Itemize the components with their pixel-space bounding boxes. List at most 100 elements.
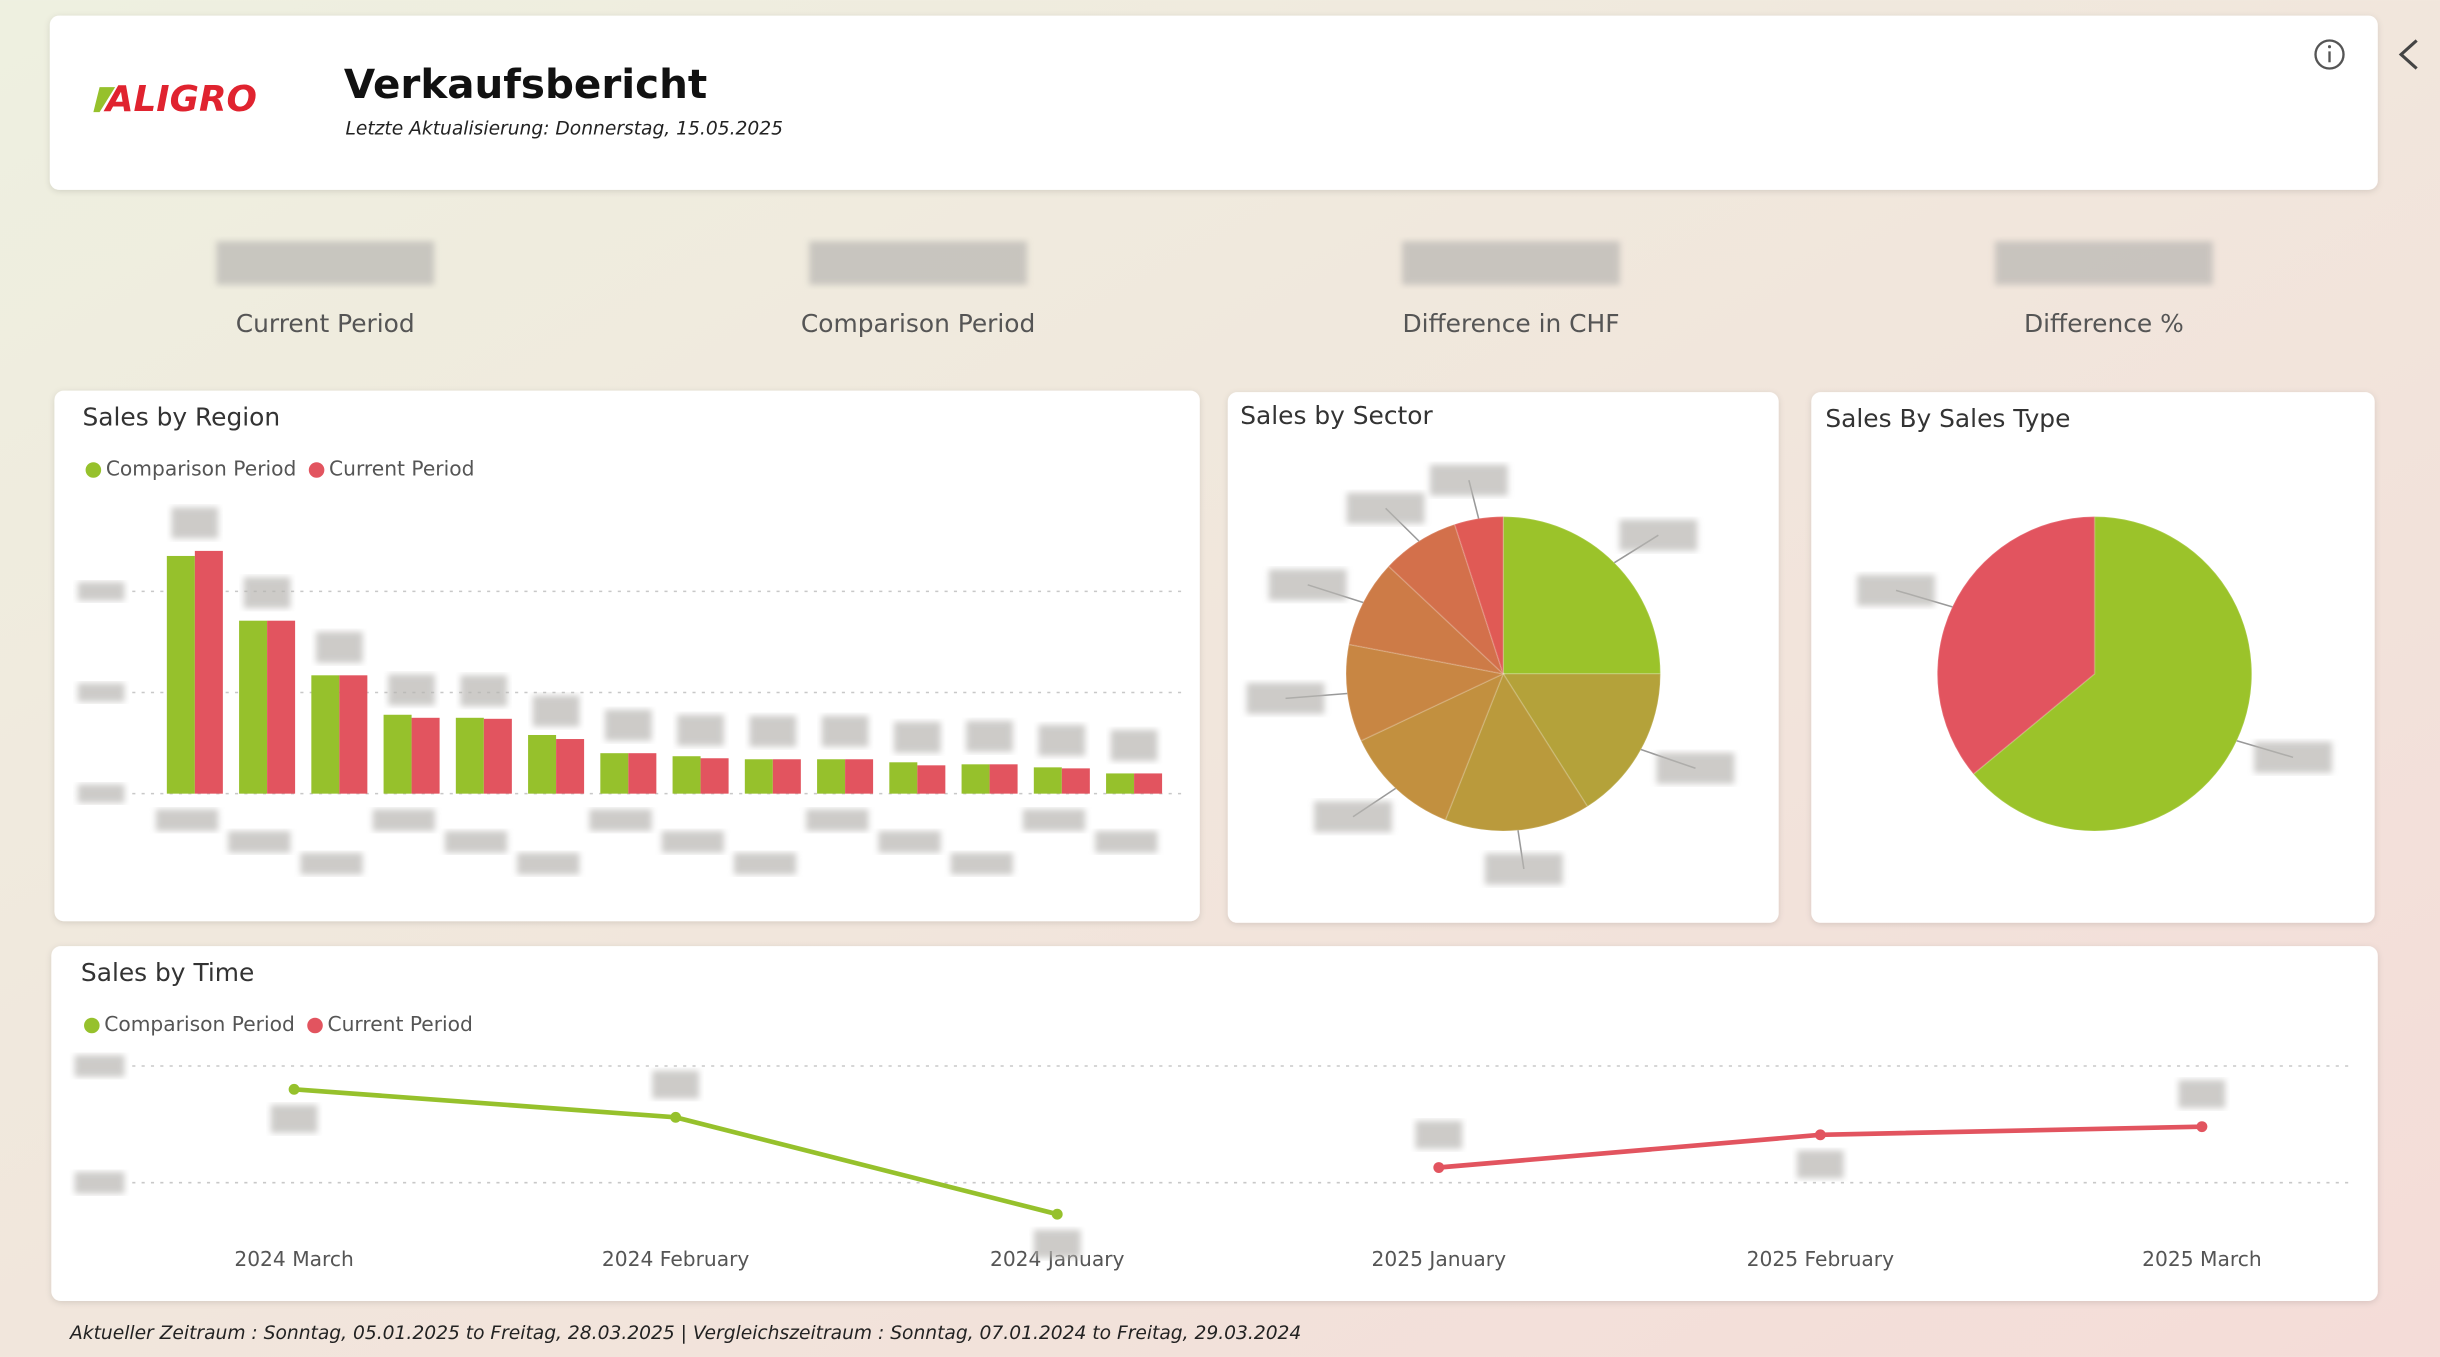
bar — [383, 714, 412, 794]
time-card — [51, 946, 2378, 1301]
redacted — [1619, 519, 1698, 551]
redacted — [243, 577, 291, 609]
bar — [600, 753, 629, 794]
x-tick-label: 2025 March — [2142, 1247, 2262, 1271]
bar — [1134, 773, 1163, 794]
redacted — [77, 683, 125, 702]
legend-label: Current Period — [329, 456, 474, 480]
bar — [845, 759, 874, 794]
redacted — [460, 675, 508, 707]
x-tick-label: 2024 February — [602, 1247, 750, 1271]
bar — [1033, 767, 1062, 794]
page-title: Verkaufsbericht — [344, 60, 707, 108]
redacted — [532, 695, 580, 727]
pie-slice — [1936, 515, 2096, 776]
legend-label: Comparison Period — [106, 456, 297, 480]
bar — [239, 620, 268, 794]
redacted — [661, 831, 724, 853]
redacted — [1110, 729, 1158, 761]
redacted — [300, 852, 363, 875]
kpi-label: Current Period — [236, 309, 415, 338]
bar — [889, 762, 918, 794]
info-button[interactable] — [2314, 39, 2345, 70]
logo: ALIGRO — [103, 79, 257, 120]
point — [1814, 1129, 1826, 1141]
x-tick-label: 2024 March — [234, 1247, 354, 1271]
redacted — [749, 715, 797, 747]
redacted — [2178, 1079, 2226, 1108]
redacted — [809, 241, 1028, 285]
bar — [411, 717, 440, 794]
redacted — [1484, 853, 1563, 885]
bar — [194, 550, 223, 794]
kpi-label: Comparison Period — [801, 309, 1035, 338]
point — [2196, 1121, 2208, 1133]
redacted — [517, 852, 580, 875]
redacted — [893, 721, 941, 753]
redacted — [2254, 741, 2332, 773]
redacted — [444, 831, 508, 853]
chart-title: Sales by Region — [82, 403, 280, 432]
legend-label: Current Period — [327, 1012, 472, 1036]
kpi-label: Difference in CHF — [1402, 309, 1619, 338]
bar — [166, 555, 195, 794]
redacted — [1402, 241, 1620, 285]
chart-title: Sales by Time — [81, 958, 254, 987]
redacted — [652, 1070, 700, 1099]
redacted — [878, 831, 941, 853]
x-tick-label: 2025 January — [1372, 1247, 1507, 1271]
redacted — [950, 852, 1013, 875]
redacted — [316, 631, 363, 663]
redacted — [604, 709, 652, 741]
redacted — [1429, 464, 1508, 496]
redacted — [228, 831, 291, 853]
bar — [672, 756, 701, 794]
redacted — [1246, 682, 1325, 714]
bar — [339, 675, 368, 794]
bar — [1061, 768, 1090, 794]
bar — [744, 759, 773, 794]
bar — [556, 739, 585, 794]
redacted — [216, 241, 435, 285]
footer: Aktueller Zeitraum : Sonntag, 05.01.2025… — [69, 1323, 1301, 1344]
redacted — [74, 1171, 125, 1194]
redacted — [1656, 752, 1735, 784]
redacted — [77, 582, 125, 601]
bar — [483, 718, 512, 794]
redacted — [1857, 574, 1935, 606]
bar — [528, 734, 557, 794]
bar — [700, 758, 729, 794]
bar — [311, 675, 340, 794]
redacted — [1797, 1150, 1844, 1179]
legend-marker — [307, 1017, 323, 1034]
redacted — [1415, 1120, 1463, 1149]
bar — [267, 620, 296, 794]
redacted — [171, 507, 219, 539]
redacted — [388, 674, 435, 706]
bar — [628, 753, 657, 794]
redacted — [821, 715, 869, 747]
point — [1433, 1162, 1445, 1173]
redacted — [1268, 569, 1347, 601]
redacted — [1038, 724, 1086, 756]
redacted — [806, 809, 869, 831]
bar — [455, 717, 484, 794]
redacted — [1994, 241, 2213, 285]
legend-marker — [308, 462, 325, 478]
bar — [772, 759, 801, 794]
redacted — [74, 1055, 125, 1077]
bar — [1106, 773, 1135, 794]
redacted — [77, 784, 125, 803]
legend-marker — [84, 1017, 100, 1034]
redacted — [270, 1104, 318, 1133]
bar — [817, 759, 846, 794]
redacted — [1314, 801, 1392, 833]
header-card — [49, 15, 2378, 190]
pie-slice — [1972, 515, 2253, 832]
redacted — [677, 714, 724, 746]
redacted — [1095, 831, 1158, 853]
back-button[interactable] — [2398, 39, 2418, 70]
legend-marker — [85, 462, 102, 478]
redacted — [1033, 1229, 1081, 1258]
